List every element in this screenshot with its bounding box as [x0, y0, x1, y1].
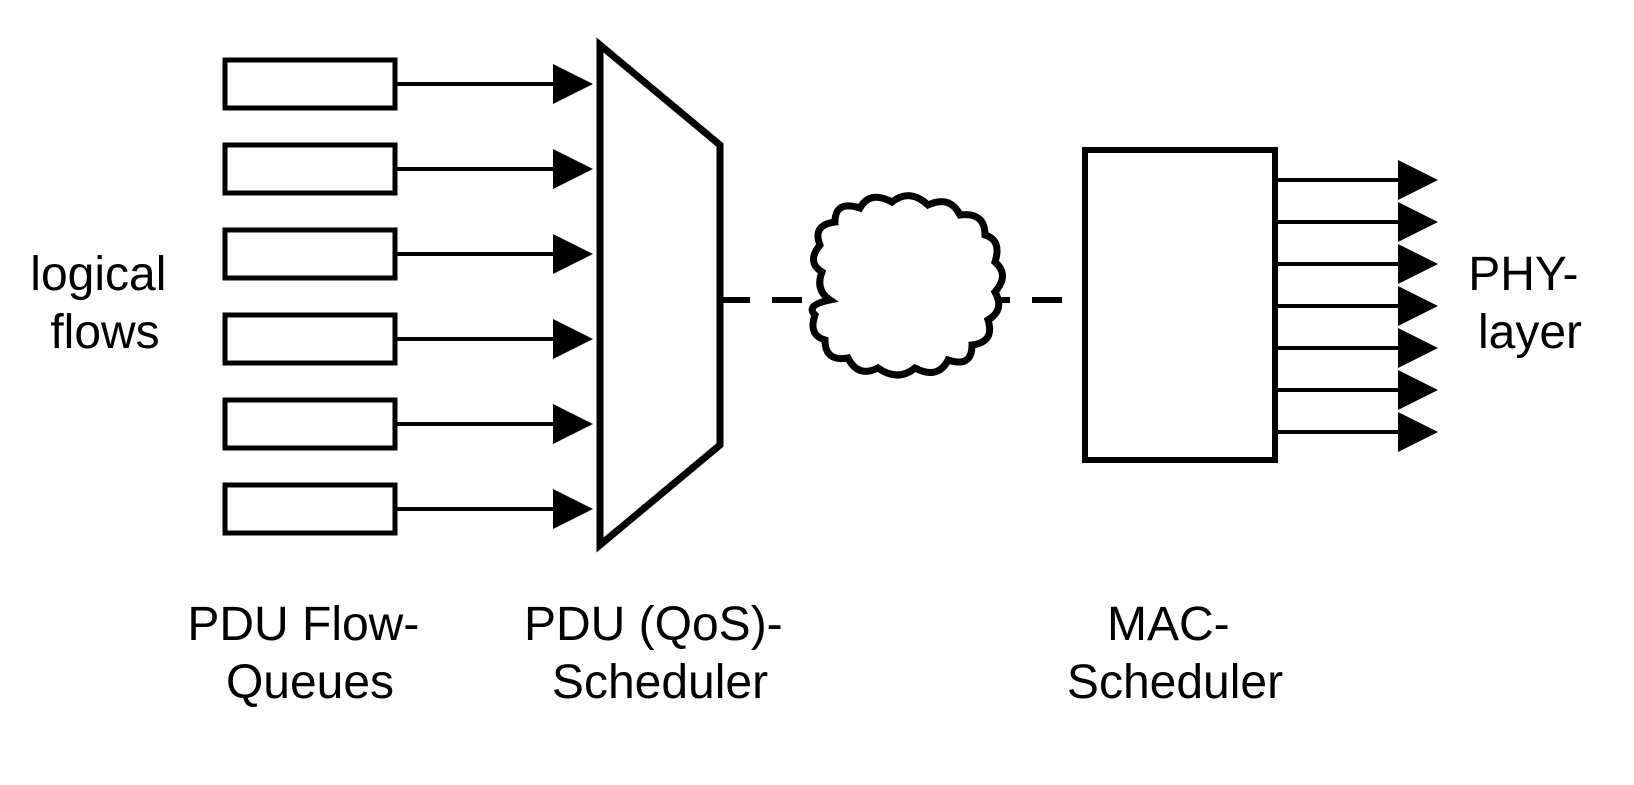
pdu-scheduler-trapezoid	[600, 45, 720, 545]
queue-box-1	[225, 60, 395, 108]
arrows-mac-to-phy	[1275, 180, 1430, 432]
label-logical-flows: logical flows	[30, 248, 179, 359]
label-pdu-flow-queues-line1: PDU Flow-	[187, 598, 419, 651]
queue-box-2	[225, 145, 395, 193]
label-mac-scheduler-line1: MAC-	[1107, 598, 1230, 651]
label-pdu-qos-scheduler-line1: PDU (QoS)-	[524, 598, 783, 651]
queue-boxes	[225, 60, 395, 533]
label-pdu-flow-queues: PDU Flow- Queues	[187, 598, 432, 709]
label-mac-scheduler-line2: Scheduler	[1067, 656, 1283, 709]
cloud-icon	[812, 196, 1002, 375]
label-pdu-qos-scheduler: PDU (QoS)- Scheduler	[524, 598, 796, 709]
diagram-canvas: logical flows PDU Flow- Queues PDU (QoS)…	[0, 0, 1634, 785]
label-pdu-flow-queues-line2: Queues	[226, 656, 394, 709]
queue-box-5	[225, 400, 395, 448]
label-phy-layer: PHY- layer	[1468, 248, 1592, 359]
label-logical-flows-line1: logical	[30, 248, 166, 301]
label-phy-layer-line1: PHY-	[1468, 248, 1578, 301]
arrows-queues-to-scheduler	[395, 84, 585, 509]
mac-scheduler-box	[1085, 150, 1275, 460]
label-pdu-qos-scheduler-line2: Scheduler	[552, 656, 768, 709]
queue-box-4	[225, 315, 395, 363]
queue-box-6	[225, 485, 395, 533]
label-phy-layer-line2: layer	[1478, 306, 1582, 359]
queue-box-3	[225, 230, 395, 278]
label-logical-flows-line2: flows	[50, 306, 159, 359]
label-mac-scheduler: MAC- Scheduler	[1067, 598, 1283, 709]
